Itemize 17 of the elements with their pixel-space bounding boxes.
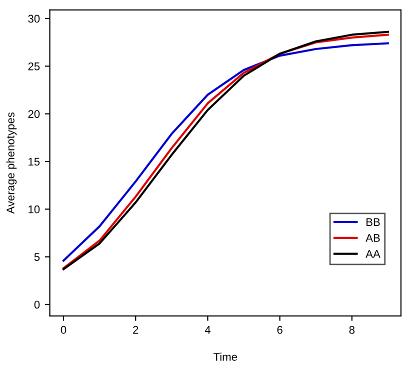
y-tick-label: 15: [28, 158, 40, 166]
y-tick-label: 5: [34, 253, 40, 261]
x-tick-label: 2: [133, 326, 138, 334]
y-tick-label: 30: [28, 14, 40, 23]
x-tick-label: 8: [349, 326, 355, 334]
x-axis-title: Time: [213, 352, 238, 361]
y-tick-label: 25: [28, 62, 40, 70]
y-tick-label: 20: [28, 110, 40, 118]
x-tick-label: 6: [277, 326, 282, 334]
legend-label: BB: [366, 218, 380, 226]
legend-label: AA: [366, 250, 380, 258]
x-tick-label: 4: [204, 326, 210, 334]
legend-label: AB: [366, 234, 380, 242]
y-tick-label: 10: [28, 205, 40, 214]
x-tick-label: 0: [60, 326, 66, 334]
y-tick-label: 0: [34, 300, 40, 309]
y-axis-title: Average phenotypes: [6, 112, 17, 214]
